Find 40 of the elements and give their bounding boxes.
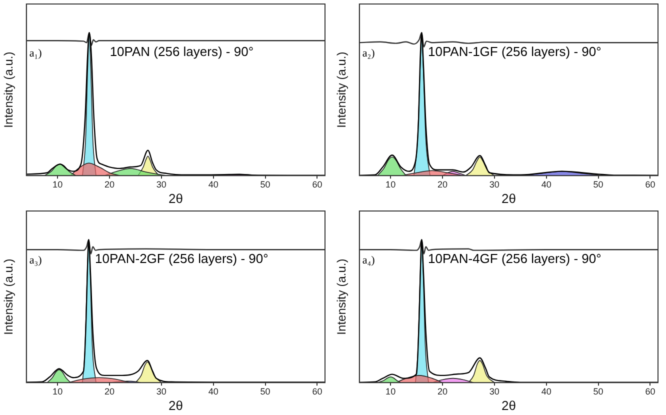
y-axis-title: Intensity (a.u.)	[2, 52, 16, 128]
x-tick-label: 60	[645, 179, 656, 190]
text: 10PAN (256 layers) - 90°	[110, 44, 254, 60]
x-axis-title: 2θ	[168, 398, 183, 413]
x-tick-label: 20	[437, 386, 448, 396]
x-tick-label: 30	[489, 386, 500, 396]
x-tick-label: 40	[541, 386, 552, 396]
annotation: a₄)	[362, 254, 376, 266]
y-axis-title: Intensity (a.u.)	[334, 258, 349, 335]
text: 10PAN-4GF (256 layers) - 90°	[428, 251, 602, 266]
x-tick-label: 10	[52, 179, 63, 190]
text: 10PAN-1GF (256 layers) - 90°	[428, 44, 602, 60]
x-tick-label: 20	[104, 179, 114, 190]
text: 10PAN-2GF (256 layers) - 90°	[95, 251, 268, 266]
x-tick-label: 30	[156, 386, 166, 396]
x-tick-label: 10	[386, 179, 396, 190]
x-tick-label: 50	[593, 386, 604, 396]
x-tick-label: 60	[312, 179, 322, 190]
x-tick-label: 60	[645, 386, 656, 396]
annotation: a₁)	[29, 47, 42, 60]
x-tick-label: 40	[541, 179, 552, 190]
y-axis-title: Intensity (a.u.)	[2, 258, 16, 335]
annotation: a₂)	[362, 47, 376, 60]
x-tick-label: 30	[489, 179, 500, 190]
x-axis-title: 2θ	[501, 190, 516, 206]
y-axis-title: Intensity (a.u.)	[334, 52, 349, 128]
x-tick-label: 40	[208, 179, 218, 190]
annotation: a₃)	[29, 254, 42, 266]
x-tick-label: 50	[593, 179, 604, 190]
x-tick-label: 30	[156, 179, 166, 190]
x-tick-label: 60	[312, 386, 322, 396]
x-tick-label: 40	[208, 386, 218, 396]
x-axis-title: 2θ	[168, 190, 183, 206]
x-tick-label: 50	[260, 179, 270, 190]
x-tick-label: 10	[52, 386, 63, 396]
x-tick-label: 50	[260, 386, 270, 396]
x-axis-title: 2θ	[501, 398, 516, 413]
x-tick-label: 20	[104, 386, 114, 396]
x-tick-label: 20	[437, 179, 448, 190]
x-tick-label: 10	[386, 386, 396, 396]
